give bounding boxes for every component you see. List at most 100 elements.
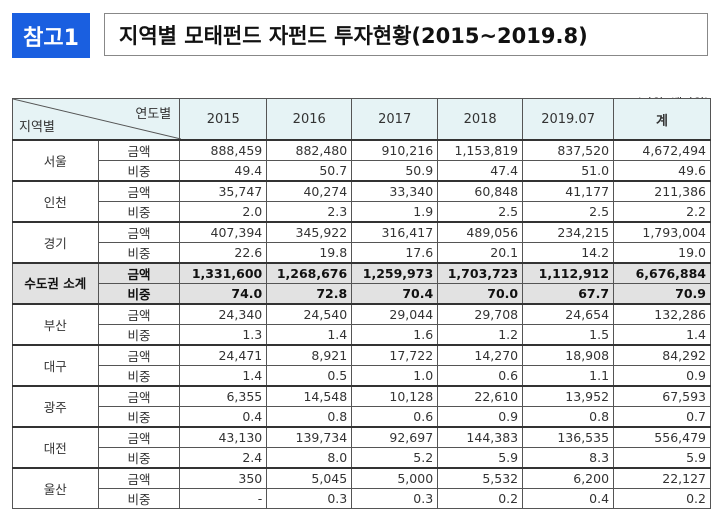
amount-cell: 24,340 <box>179 303 268 325</box>
title-text: 지역별 모태펀드 자펀드 투자현황(2015~2019.8) <box>119 23 588 48</box>
amount-cell: 5,000 <box>351 467 439 489</box>
page-title: 지역별 모태펀드 자펀드 투자현황(2015~2019.8) <box>104 13 708 56</box>
amount-cell: 6,200 <box>522 467 615 489</box>
share-cell: 49.4 <box>179 160 268 182</box>
share-cell: 19.8 <box>266 242 353 264</box>
share-cell: 5.9 <box>613 447 711 469</box>
amount-cell: 407,394 <box>179 221 268 243</box>
amount-cell: 29,708 <box>437 303 524 325</box>
amount-cell: 22,610 <box>437 385 524 407</box>
amount-cell: 489,056 <box>437 221 524 243</box>
amount-cell: 33,340 <box>351 180 439 202</box>
region-cell: 부산 <box>12 303 99 346</box>
region-cell: 서울 <box>12 139 99 182</box>
amount-cell: 5,532 <box>437 467 524 489</box>
region-cell: 인천 <box>12 180 99 223</box>
amount-label: 금액 <box>97 180 181 202</box>
share-cell: 0.2 <box>613 488 711 509</box>
amount-cell: 24,540 <box>266 303 353 325</box>
share-cell: 0.6 <box>351 406 439 428</box>
share-cell: 2.0 <box>179 201 268 223</box>
share-cell: 49.6 <box>613 160 711 182</box>
diagonal-line <box>13 99 181 139</box>
share-cell: 2.2 <box>613 201 711 223</box>
amount-label: 금액 <box>97 262 181 284</box>
amount-cell: 136,535 <box>522 426 615 448</box>
amount-cell: 60,848 <box>437 180 524 202</box>
share-cell: 0.6 <box>437 365 524 387</box>
table-row: 비중 1.3 1.4 1.6 1.2 1.5 1.4 <box>13 324 711 346</box>
amount-cell: 18,908 <box>522 344 615 366</box>
amount-cell: 1,793,004 <box>613 221 711 243</box>
share-cell: 2.5 <box>437 201 524 223</box>
region-cell: 광주 <box>12 385 99 428</box>
share-label: 비중 <box>97 488 181 509</box>
amount-cell: 888,459 <box>179 139 268 161</box>
amount-label: 금액 <box>97 426 181 448</box>
table-row: 수도권 소계 금액 1,331,600 1,268,676 1,259,973 1,703… <box>12 262 711 305</box>
amount-cell: 10,128 <box>351 385 439 407</box>
amount-cell: 837,520 <box>522 139 615 161</box>
amount-cell: 35,747 <box>179 180 268 202</box>
corner-header: 연도별 지역별 <box>11 98 181 141</box>
share-label: 비중 <box>97 242 181 264</box>
share-cell: 0.9 <box>613 365 711 387</box>
amount-cell: 1,268,676 <box>266 262 353 284</box>
table-row: 광주 금액 6,355 14,548 10,128 22,610 13,952 67,593 <box>12 385 711 428</box>
amount-cell: 14,270 <box>437 344 524 366</box>
share-cell: 2.4 <box>179 447 268 469</box>
amount-cell: 132,286 <box>613 303 711 325</box>
amount-cell: 345,922 <box>266 221 353 243</box>
table-row: 비중 74.0 72.8 70.4 70.0 67.7 70.9 <box>13 283 711 305</box>
share-cell: 5.9 <box>437 447 524 469</box>
amount-cell: 1,153,819 <box>437 139 524 161</box>
share-label: 비중 <box>97 283 181 305</box>
share-cell: 1.9 <box>351 201 439 223</box>
reference-badge: 참고1 <box>12 13 90 58</box>
amount-cell: 92,697 <box>351 426 439 448</box>
amount-cell: 43,130 <box>179 426 268 448</box>
share-label: 비중 <box>97 365 181 387</box>
amount-cell: 882,480 <box>266 139 353 161</box>
amount-cell: 211,386 <box>613 180 711 202</box>
share-cell: 50.7 <box>266 160 353 182</box>
share-cell: 5.2 <box>351 447 439 469</box>
region-cell: 대전 <box>12 426 99 469</box>
share-label: 비중 <box>97 406 181 428</box>
share-label: 비중 <box>97 160 181 182</box>
year-header: 2016 <box>266 98 353 141</box>
table-row: 대전 금액 43,130 139,734 92,697 144,383 136,535 556… <box>12 426 711 469</box>
table-row: 대구 금액 24,471 8,921 17,722 14,270 18,908 84,292 <box>12 344 711 387</box>
amount-cell: 29,044 <box>351 303 439 325</box>
share-cell: 20.1 <box>437 242 524 264</box>
amount-cell: 17,722 <box>351 344 439 366</box>
amount-label: 금액 <box>97 344 181 366</box>
amount-cell: 6,676,884 <box>613 262 711 284</box>
amount-cell: 4,672,494 <box>613 139 711 161</box>
table-row: 비중 2.4 8.0 5.2 5.9 8.3 5.9 <box>13 447 711 469</box>
table-row: 비중 22.6 19.8 17.6 20.1 14.2 19.0 <box>13 242 711 264</box>
corner-region-label: 지역별 <box>19 120 55 135</box>
amount-cell: 6,355 <box>179 385 268 407</box>
share-cell: 1.5 <box>522 324 615 346</box>
amount-label: 금액 <box>97 139 181 161</box>
share-cell: 67.7 <box>522 283 615 305</box>
share-cell: 50.9 <box>351 160 439 182</box>
amount-label: 금액 <box>97 385 181 407</box>
amount-cell: 5,045 <box>266 467 353 489</box>
share-label: 비중 <box>97 447 181 469</box>
amount-cell: 556,479 <box>613 426 711 448</box>
table-row: 서울 금액 888,459 882,480 910,216 1,153,819 837,52… <box>12 139 711 182</box>
share-cell: 0.2 <box>437 488 524 509</box>
share-cell: 17.6 <box>351 242 439 264</box>
amount-cell: 1,259,973 <box>351 262 439 284</box>
year-header: 계 <box>613 98 711 141</box>
table-row: 비중 1.4 0.5 1.0 0.6 1.1 0.9 <box>13 365 711 387</box>
amount-cell: 84,292 <box>613 344 711 366</box>
share-cell: 8.3 <box>522 447 615 469</box>
amount-label: 금액 <box>97 303 181 325</box>
amount-cell: 40,274 <box>266 180 353 202</box>
share-label: 비중 <box>97 324 181 346</box>
amount-cell: 139,734 <box>266 426 353 448</box>
share-cell: 1.1 <box>522 365 615 387</box>
